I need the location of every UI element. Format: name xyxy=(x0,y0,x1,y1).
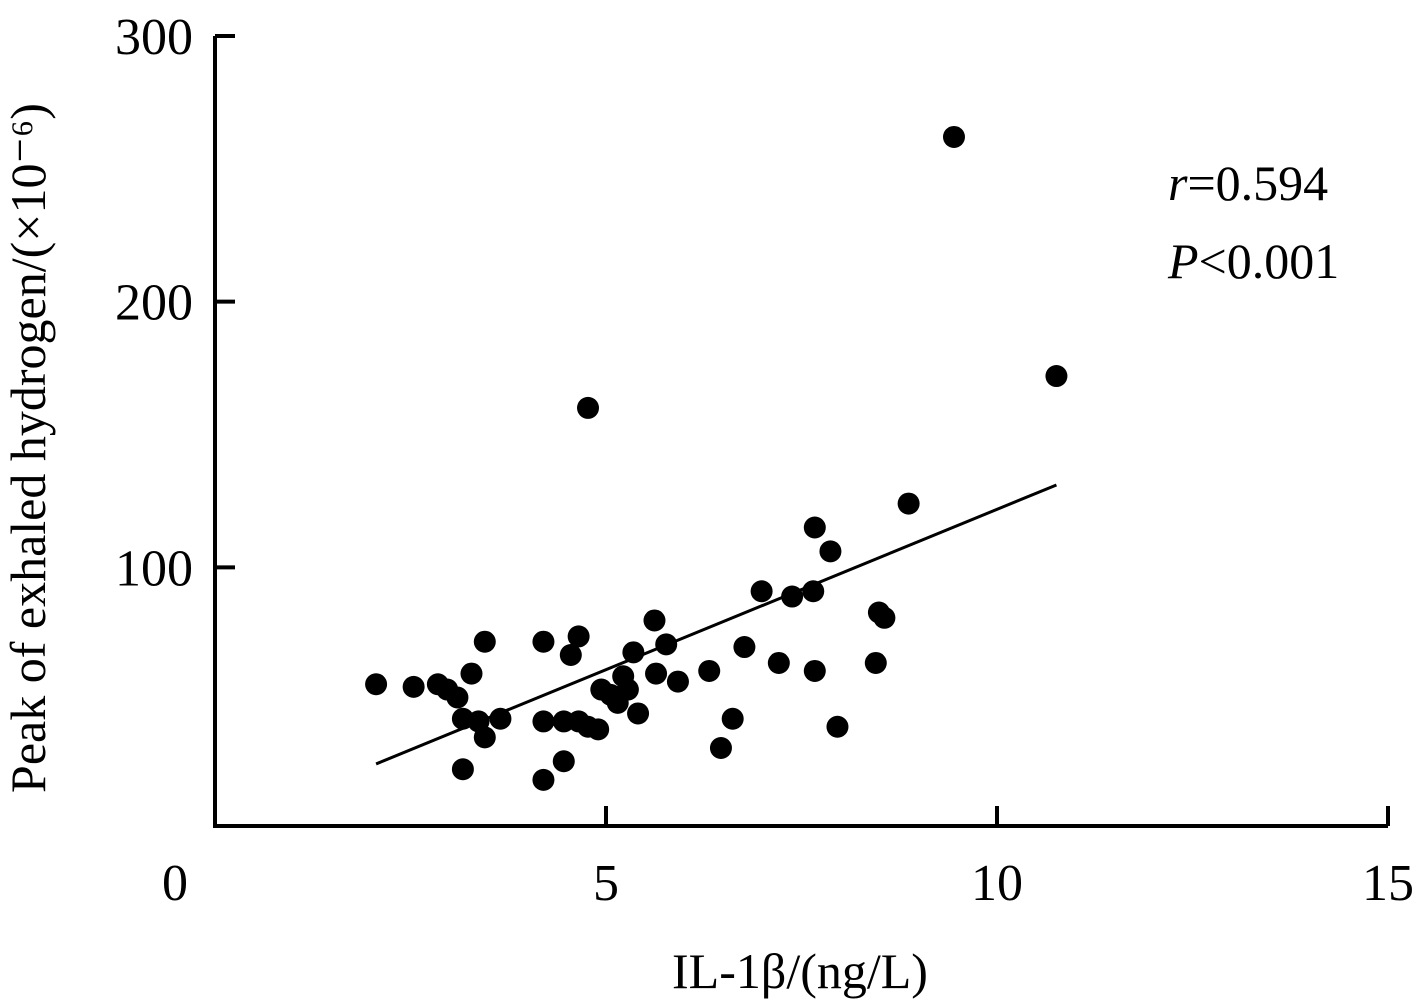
x-tick-label: 10 xyxy=(971,855,1023,912)
annotation-r-value: =0.594 xyxy=(1187,155,1328,211)
data-point xyxy=(803,659,826,682)
data-point xyxy=(666,670,689,693)
y-axis-label: Peak of exhaled hydrogen/(×10⁻⁶) xyxy=(0,103,56,793)
data-point xyxy=(781,585,804,608)
y-tick-label: 100 xyxy=(115,540,193,597)
data-point xyxy=(942,125,965,148)
data-point xyxy=(567,625,590,648)
data-point xyxy=(733,636,756,659)
x-tick-label: 0 xyxy=(162,855,188,912)
data-point xyxy=(802,580,825,603)
data-point xyxy=(552,750,575,773)
data-point xyxy=(767,651,790,674)
data-point xyxy=(577,396,600,419)
data-point xyxy=(460,662,483,685)
annotation-r-label: r xyxy=(1168,155,1188,211)
regression-line xyxy=(375,483,1058,766)
data-point xyxy=(532,630,555,653)
annotation-p-value: <0.001 xyxy=(1199,233,1340,289)
data-point xyxy=(698,659,721,682)
annotation-p: P<0.001 xyxy=(1167,233,1339,289)
data-point xyxy=(532,768,555,791)
data-point xyxy=(616,678,639,701)
data-point xyxy=(750,580,773,603)
data-point xyxy=(489,707,512,730)
annotation-p-label: P xyxy=(1167,233,1199,289)
data-point xyxy=(645,662,668,685)
data-point xyxy=(826,715,849,738)
data-point xyxy=(873,606,896,629)
data-point xyxy=(643,609,666,632)
annotation-r: r=0.594 xyxy=(1168,155,1328,211)
data-point xyxy=(559,644,582,667)
x-axis-label: IL-1β/(ng/L) xyxy=(672,943,928,999)
data-point xyxy=(622,641,645,664)
data-point xyxy=(864,651,887,674)
data-point xyxy=(627,702,650,725)
data-point xyxy=(451,758,474,781)
data-point xyxy=(532,710,555,733)
data-point xyxy=(446,686,469,709)
x-tick-label: 5 xyxy=(593,855,619,912)
data-point xyxy=(587,718,610,741)
data-point xyxy=(365,673,388,696)
data-point xyxy=(655,633,678,656)
y-tick-label: 200 xyxy=(115,275,193,332)
data-point xyxy=(402,675,425,698)
data-points xyxy=(365,125,1068,791)
data-point xyxy=(473,630,496,653)
data-point xyxy=(819,540,842,563)
regression-line-group xyxy=(375,483,1058,766)
x-tick-label: 15 xyxy=(1362,855,1414,912)
data-point xyxy=(1045,365,1068,388)
data-point xyxy=(803,516,826,539)
data-point xyxy=(709,736,732,759)
data-point xyxy=(721,707,744,730)
data-point xyxy=(473,726,496,749)
data-point xyxy=(897,492,920,515)
y-tick-label: 300 xyxy=(115,9,193,66)
axes: 100 200 300 0 5 10 15 xyxy=(115,9,1414,912)
